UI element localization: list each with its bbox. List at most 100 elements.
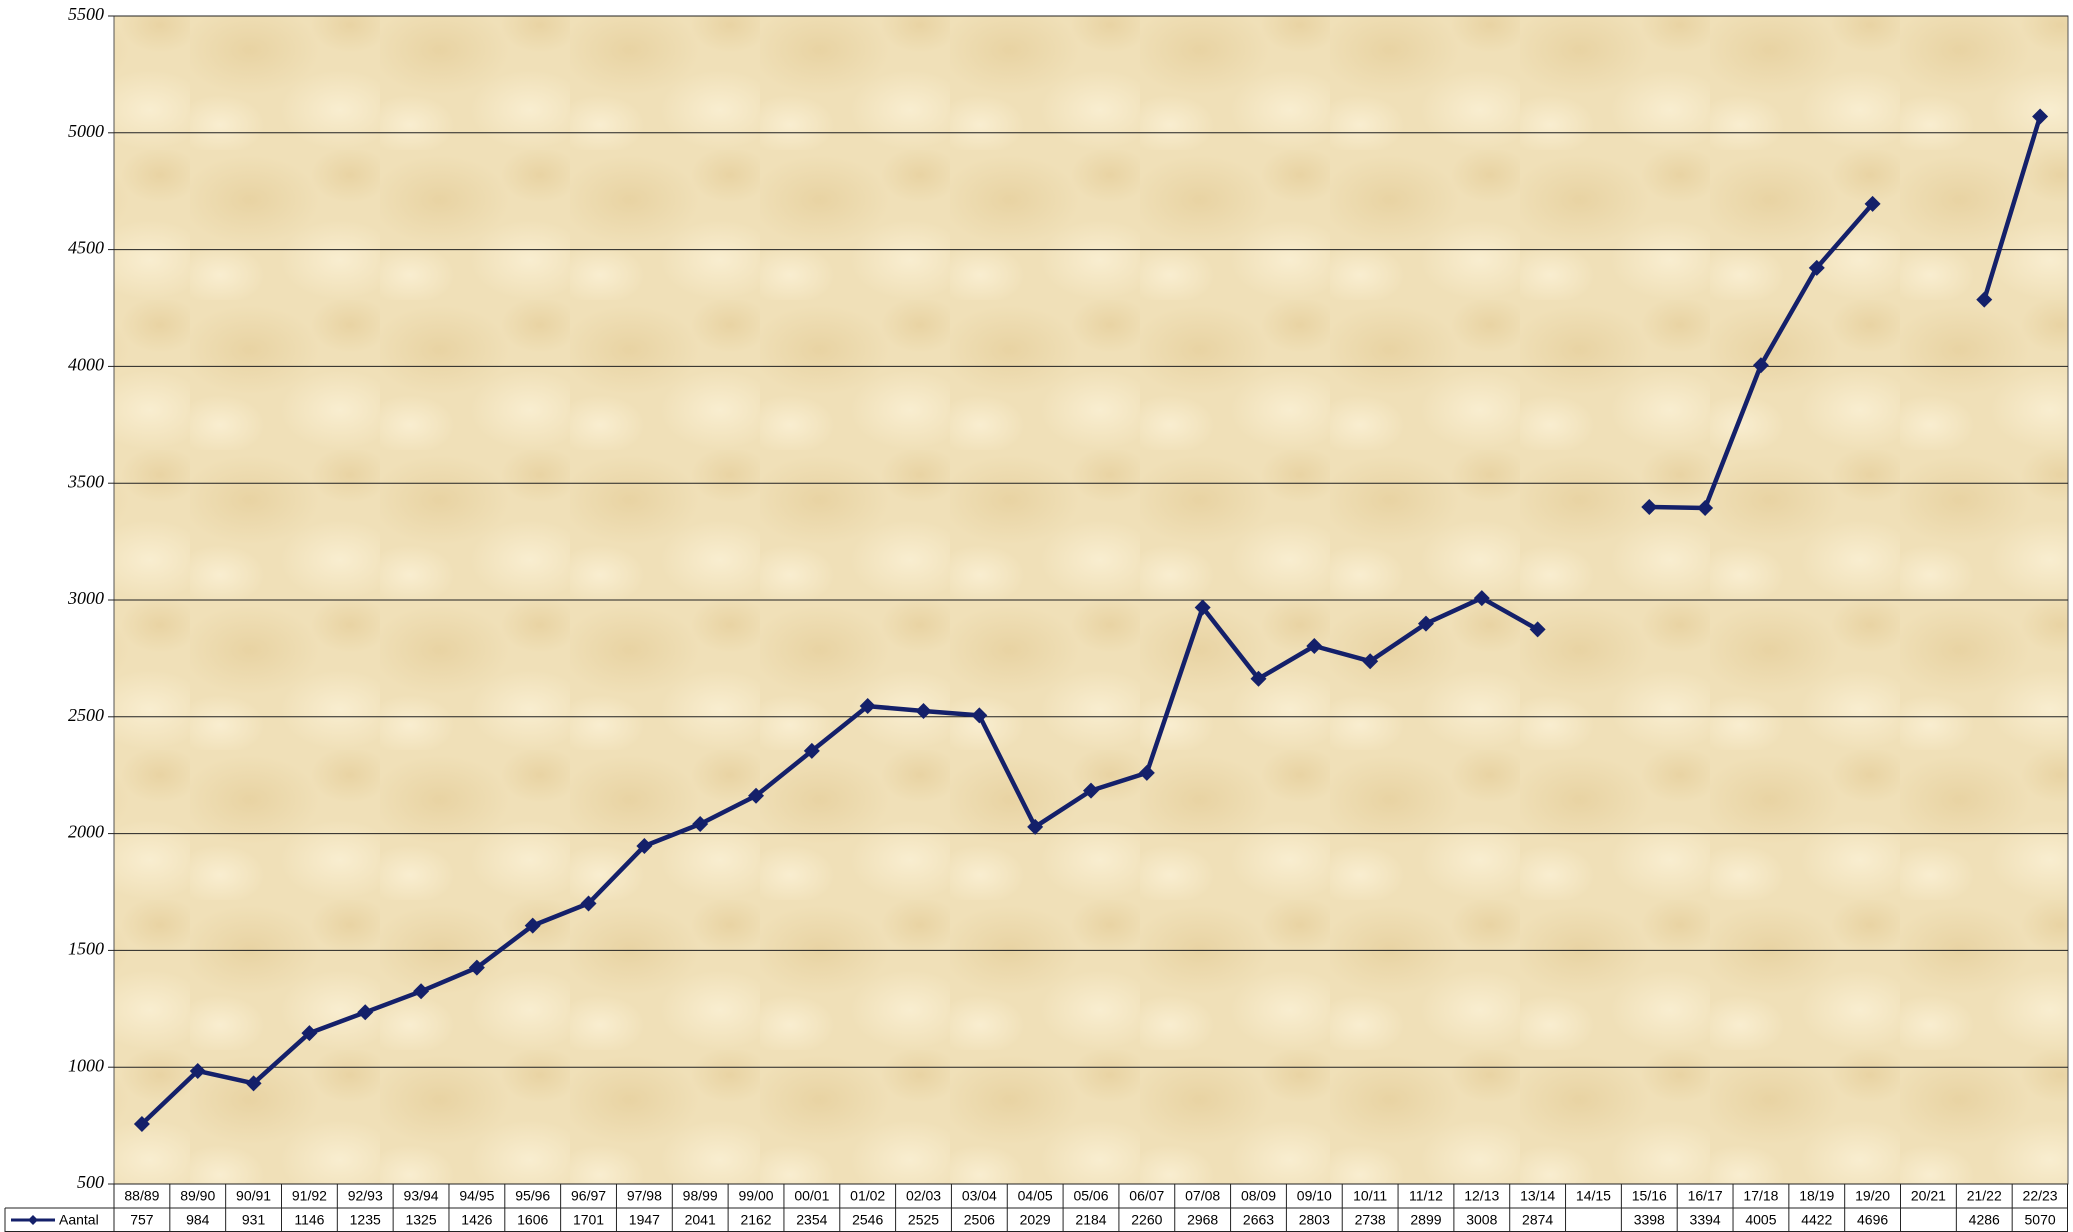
point-marker <box>1250 670 1267 687</box>
table-value: 2506 <box>964 1212 995 1228</box>
table-value: 4005 <box>1745 1212 1776 1228</box>
x-tick-label: 00/01 <box>794 1188 829 1204</box>
point-marker <box>971 707 988 724</box>
point-marker <box>748 787 765 804</box>
table-value: 757 <box>130 1212 154 1228</box>
point-marker <box>1976 291 1993 308</box>
x-tick-label: 89/90 <box>180 1188 215 1204</box>
table-value: 3394 <box>1690 1212 1721 1228</box>
point-marker <box>245 1075 262 1092</box>
table-value: 2663 <box>1243 1212 1274 1228</box>
point-marker <box>1138 764 1155 781</box>
table-value: 4422 <box>1801 1212 1832 1228</box>
table-value: 3398 <box>1634 1212 1665 1228</box>
y-tick-label: 1500 <box>68 939 104 959</box>
point-marker <box>1473 590 1490 607</box>
x-tick-label: 90/91 <box>236 1188 271 1204</box>
y-tick-label: 2500 <box>68 705 104 725</box>
legend-label: Aantal <box>59 1212 99 1228</box>
table-value: 1701 <box>573 1212 604 1228</box>
x-tick-label: 19/20 <box>1855 1188 1890 1204</box>
point-marker <box>1083 782 1099 799</box>
x-tick-label: 21/22 <box>1967 1188 2002 1204</box>
table-value: 4696 <box>1857 1212 1888 1228</box>
x-tick-label: 14/15 <box>1576 1188 1611 1204</box>
table-value: 2041 <box>685 1212 716 1228</box>
x-tick-label: 93/94 <box>404 1188 439 1204</box>
point-marker <box>301 1025 318 1042</box>
x-tick-label: 17/18 <box>1743 1188 1778 1204</box>
y-tick-label: 2000 <box>68 822 104 842</box>
x-tick-label: 94/95 <box>459 1188 494 1204</box>
point-marker <box>1752 357 1769 374</box>
point-marker <box>1697 499 1714 516</box>
y-tick-label: 5000 <box>68 121 104 141</box>
point-marker <box>1027 818 1044 835</box>
table-value: 2968 <box>1187 1212 1218 1228</box>
x-tick-label: 88/89 <box>124 1188 159 1204</box>
table-value: 2899 <box>1410 1212 1441 1228</box>
point-marker <box>1362 653 1379 670</box>
table-value: 5070 <box>2025 1212 2056 1228</box>
point-marker <box>803 742 820 759</box>
point-marker <box>859 698 876 715</box>
point-marker <box>2032 108 2049 125</box>
point-marker <box>580 895 597 912</box>
table-value: 2354 <box>796 1212 827 1228</box>
y-tick-label: 1000 <box>68 1055 104 1075</box>
table-value: 1947 <box>629 1212 660 1228</box>
x-tick-label: 03/04 <box>962 1188 997 1204</box>
x-tick-label: 91/92 <box>292 1188 327 1204</box>
table-value: 3008 <box>1466 1212 1497 1228</box>
point-marker <box>915 702 932 719</box>
point-marker <box>1417 615 1434 632</box>
x-tick-label: 98/99 <box>683 1188 718 1204</box>
point-marker <box>189 1062 206 1079</box>
table-value: 2546 <box>852 1212 883 1228</box>
table-value: 2738 <box>1355 1212 1386 1228</box>
x-tick-label: 07/08 <box>1185 1188 1220 1204</box>
point-marker <box>692 816 709 833</box>
y-tick-label: 3000 <box>67 588 104 608</box>
x-tick-label: 11/12 <box>1409 1188 1443 1204</box>
table-value: 2260 <box>1131 1212 1162 1228</box>
table-value: 1146 <box>294 1212 324 1228</box>
table-value: 2874 <box>1522 1212 1553 1228</box>
x-tick-label: 08/09 <box>1241 1188 1276 1204</box>
y-tick-label: 3500 <box>67 471 104 491</box>
point-marker <box>413 983 430 1000</box>
legend-marker <box>28 1215 38 1225</box>
table-value: 2184 <box>1075 1212 1106 1228</box>
point-marker <box>636 837 653 854</box>
x-tick-label: 02/03 <box>906 1188 941 1204</box>
x-tick-label: 20/21 <box>1911 1188 1946 1204</box>
y-tick-label: 4500 <box>68 238 104 258</box>
x-tick-label: 05/06 <box>1073 1188 1108 1204</box>
table-value: 1325 <box>405 1212 436 1228</box>
point-marker <box>524 917 541 934</box>
table-value: 2803 <box>1299 1212 1330 1228</box>
x-tick-label: 18/19 <box>1799 1188 1834 1204</box>
table-value: 2525 <box>908 1212 939 1228</box>
point-marker <box>468 959 485 976</box>
x-tick-label: 99/00 <box>739 1188 774 1204</box>
x-tick-label: 92/93 <box>348 1188 383 1204</box>
y-tick-label: 500 <box>77 1172 104 1192</box>
x-tick-label: 09/10 <box>1297 1188 1332 1204</box>
table-value: 2029 <box>1020 1212 1051 1228</box>
x-tick-label: 06/07 <box>1129 1188 1164 1204</box>
table-value: 1426 <box>461 1212 492 1228</box>
table-value: 2162 <box>740 1212 771 1228</box>
x-tick-label: 01/02 <box>850 1188 885 1204</box>
table-value: 1235 <box>350 1212 381 1228</box>
table-value: 4286 <box>1969 1212 2000 1228</box>
point-marker <box>1306 638 1323 655</box>
y-tick-label: 4000 <box>68 355 104 375</box>
x-tick-label: 12/13 <box>1464 1188 1499 1204</box>
x-tick-label: 97/98 <box>627 1188 662 1204</box>
table-value: 1606 <box>517 1212 548 1228</box>
y-tick-label: 5500 <box>68 4 104 24</box>
x-tick-label: 15/16 <box>1632 1188 1667 1204</box>
table-value: 984 <box>186 1212 210 1228</box>
